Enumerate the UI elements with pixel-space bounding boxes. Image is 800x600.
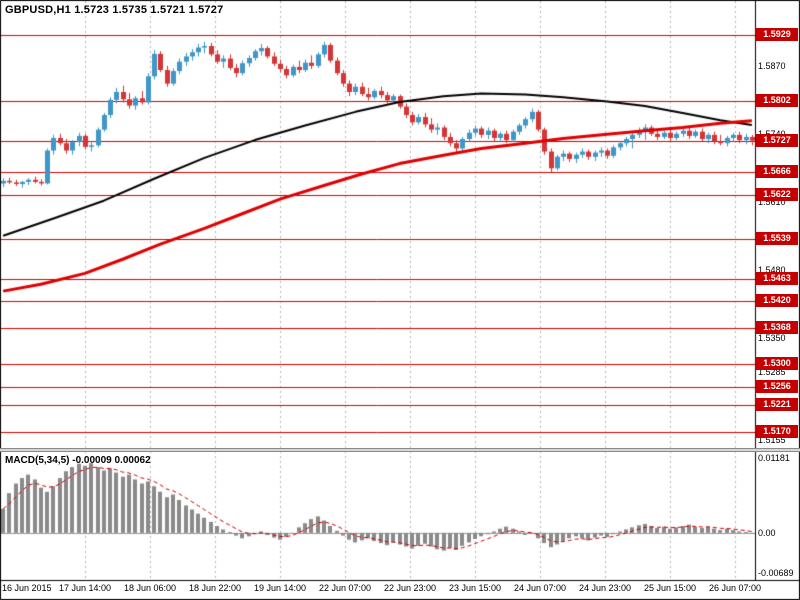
macd-indicator-label: MACD(5,34,5) -0.00009 0.00062: [5, 455, 151, 466]
y-axis-label: 1.5350: [758, 332, 786, 343]
x-axis-label: 16 Jun 2015: [2, 583, 52, 593]
macd-axis-label: -0.00689: [758, 568, 794, 578]
price-level-badge: 1.5256: [756, 379, 798, 393]
x-axis-label: 24 Jun 23:00: [578, 583, 632, 593]
price-level-badge: 1.5368: [756, 321, 798, 335]
x-axis-label: 22 Jun 23:00: [383, 583, 437, 593]
price-level-badge: 1.5539: [756, 231, 798, 245]
y-axis-label: 1.5610: [758, 196, 786, 207]
price-level-badge: 1.5727: [756, 133, 798, 147]
x-axis-label: 25 Jun 15:00: [643, 583, 697, 593]
price-level-badge: 1.5300: [756, 356, 798, 370]
x-axis-label: 17 Jun 14:00: [58, 583, 112, 593]
x-axis-label: 26 Jun 07:00: [708, 583, 762, 593]
y-axis-label: 1.5285: [758, 366, 786, 377]
x-axis-label: 23 Jun 15:00: [448, 583, 502, 593]
x-axis-label: 18 Jun 22:00: [188, 583, 242, 593]
y-axis-label: 1.5870: [758, 60, 786, 71]
price-level-badge: 1.5802: [756, 94, 798, 108]
price-level-badge: 1.5221: [756, 398, 798, 412]
macd-axis-label: 0.01181: [758, 453, 790, 463]
x-axis-label: 18 Jun 06:00: [123, 583, 177, 593]
chart-title: GBPUSD,H1 1.5723 1.5735 1.5721 1.5727: [5, 4, 224, 16]
y-axis-label: 1.5155: [758, 434, 786, 445]
x-axis-label: 22 Jun 07:00: [318, 583, 372, 593]
price-level-badge: 1.5420: [756, 294, 798, 308]
price-level-badge: 1.5666: [756, 165, 798, 179]
price-level-badge: 1.5929: [756, 28, 798, 42]
y-axis-label: 1.5480: [758, 264, 786, 275]
time-scale-area[interactable]: 16 Jun 2015 17 Jun 14:00 18 Jun 06:00 18 Ju…: [0, 580, 800, 600]
price-level-badge: 1.5170: [756, 424, 798, 438]
x-axis-label: 19 Jun 14:00: [253, 583, 307, 593]
macd-axis-label: 0.00: [758, 527, 776, 538]
price-scale-area[interactable]: 1.58701.57401.56101.54801.53501.52851.51…: [755, 0, 800, 580]
x-axis-label: 24 Jun 07:00: [513, 583, 567, 593]
price-level-badge: 1.5622: [756, 188, 798, 202]
panel-divider[interactable]: [0, 448, 800, 452]
price-level-badge: 1.5463: [756, 271, 798, 285]
